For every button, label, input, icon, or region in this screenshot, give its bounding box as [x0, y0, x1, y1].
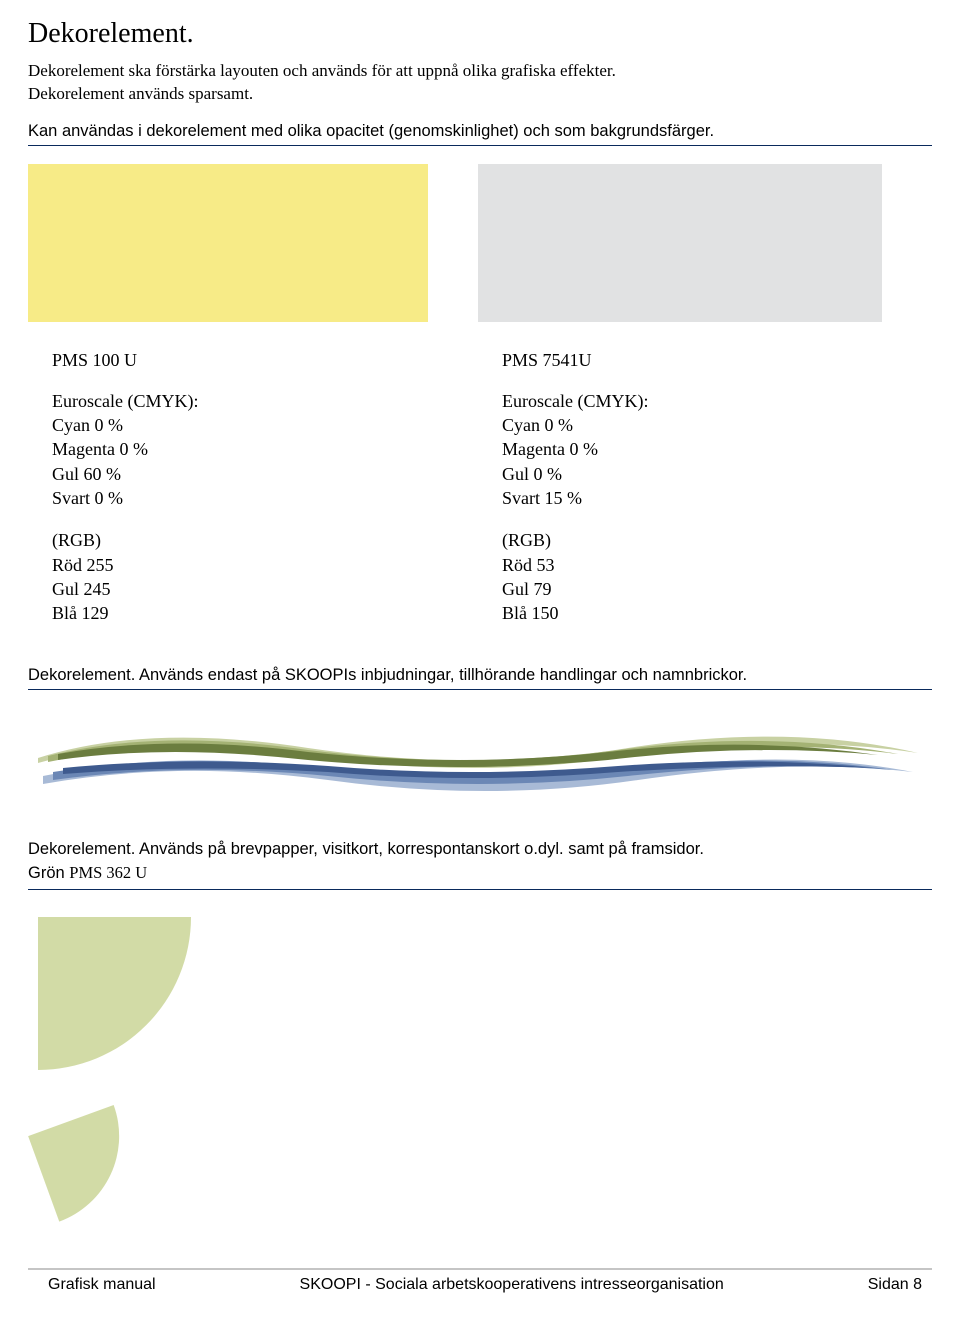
- quarter-shapes-svg: [28, 912, 228, 1222]
- cmyk-line: Cyan 0 %: [502, 413, 906, 437]
- cmyk-label: Euroscale (CMYK):: [502, 389, 906, 413]
- cmyk-label: Euroscale (CMYK):: [52, 389, 452, 413]
- spec-right-name: PMS 7541U: [502, 350, 906, 371]
- rgb-line: Röd 255: [52, 553, 452, 577]
- intro-line1: Dekorelement ska förstärka layouten och …: [28, 61, 616, 80]
- divider-2: [28, 689, 932, 690]
- intro-paragraph: Dekorelement ska förstärka layouten och …: [28, 60, 932, 106]
- rgb-line: Röd 53: [502, 553, 906, 577]
- quarter-shape-bottom: [28, 1105, 145, 1222]
- footer: Grafisk manual SKOOPI - Sociala arbetsko…: [28, 1268, 932, 1294]
- wave-decoration: [28, 708, 932, 818]
- divider-1: [28, 145, 932, 146]
- swatch-gray: [478, 164, 882, 322]
- specs-row: PMS 100 U Euroscale (CMYK): Cyan 0 % Mag…: [52, 350, 932, 644]
- swatch-row: [28, 164, 932, 322]
- spec-col-right: PMS 7541U Euroscale (CMYK): Cyan 0 % Mag…: [502, 350, 906, 644]
- cmyk-line: Magenta 0 %: [52, 437, 452, 461]
- footer-content: Grafisk manual SKOOPI - Sociala arbetsko…: [28, 1276, 932, 1294]
- divider-3: [28, 889, 932, 890]
- footer-left: Grafisk manual: [48, 1276, 156, 1294]
- usage-text-1: Dekorelement. Används endast på SKOOPIs …: [28, 666, 932, 685]
- rgb-line: Gul 79: [502, 577, 906, 601]
- usage2-line1: Dekorelement. Används på brevpapper, vis…: [28, 840, 704, 858]
- page-title: Dekorelement.: [28, 18, 932, 50]
- spec-col-left: PMS 100 U Euroscale (CMYK): Cyan 0 % Mag…: [52, 350, 452, 644]
- section-label: Kan användas i dekorelement med olika op…: [28, 122, 932, 141]
- rgb-label: (RGB): [502, 528, 906, 552]
- cmyk-line: Magenta 0 %: [502, 437, 906, 461]
- intro-line2: Dekorelement används sparsamt.: [28, 84, 253, 103]
- rgb-line: Blå 150: [502, 601, 906, 625]
- swatch-yellow: [28, 164, 428, 322]
- usage2-pms: PMS 362 U: [69, 863, 147, 882]
- cmyk-line: Gul 0 %: [502, 462, 906, 486]
- usage-text-2: Dekorelement. Används på brevpapper, vis…: [28, 838, 932, 885]
- rgb-line: Blå 129: [52, 601, 452, 625]
- footer-center: SKOOPI - Sociala arbetskooperativens int…: [300, 1276, 724, 1294]
- shapes-area: [28, 912, 932, 1227]
- spec-left-cmyk: Euroscale (CMYK): Cyan 0 % Magenta 0 % G…: [52, 389, 452, 510]
- footer-divider: [28, 1268, 932, 1270]
- spec-right-rgb: (RGB) Röd 53 Gul 79 Blå 150: [502, 528, 906, 625]
- cmyk-line: Cyan 0 %: [52, 413, 452, 437]
- spec-left-name: PMS 100 U: [52, 350, 452, 371]
- usage2-gron: Grön: [28, 864, 69, 882]
- cmyk-line: Svart 15 %: [502, 486, 906, 510]
- spec-right-cmyk: Euroscale (CMYK): Cyan 0 % Magenta 0 % G…: [502, 389, 906, 510]
- quarter-shape-top: [38, 917, 191, 1070]
- cmyk-line: Svart 0 %: [52, 486, 452, 510]
- cmyk-line: Gul 60 %: [52, 462, 452, 486]
- spec-left-rgb: (RGB) Röd 255 Gul 245 Blå 129: [52, 528, 452, 625]
- rgb-label: (RGB): [52, 528, 452, 552]
- wave-svg: [28, 708, 928, 818]
- footer-right: Sidan 8: [868, 1276, 922, 1294]
- rgb-line: Gul 245: [52, 577, 452, 601]
